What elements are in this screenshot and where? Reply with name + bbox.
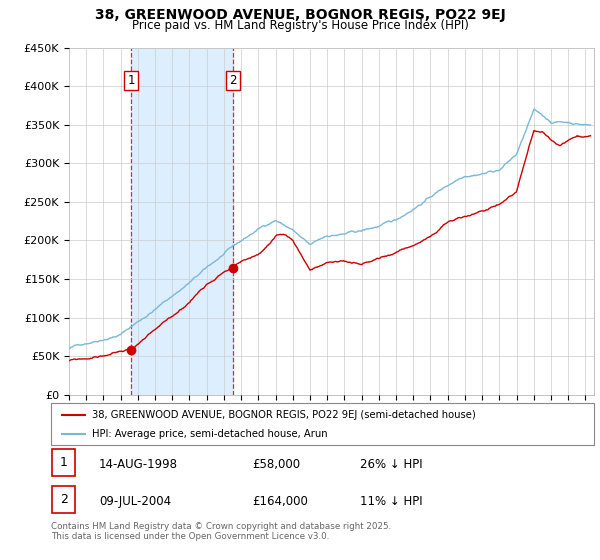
Text: 2: 2 bbox=[229, 74, 236, 87]
Text: HPI: Average price, semi-detached house, Arun: HPI: Average price, semi-detached house,… bbox=[92, 429, 328, 439]
Text: 26% ↓ HPI: 26% ↓ HPI bbox=[360, 459, 422, 472]
Text: Contains HM Land Registry data © Crown copyright and database right 2025.
This d: Contains HM Land Registry data © Crown c… bbox=[51, 522, 391, 542]
Text: 1: 1 bbox=[128, 74, 135, 87]
Text: £58,000: £58,000 bbox=[252, 459, 300, 472]
Text: 38, GREENWOOD AVENUE, BOGNOR REGIS, PO22 9EJ (semi-detached house): 38, GREENWOOD AVENUE, BOGNOR REGIS, PO22… bbox=[92, 409, 475, 419]
Text: 2: 2 bbox=[59, 493, 68, 506]
Bar bbox=[131, 48, 233, 395]
Text: 09-JUL-2004: 09-JUL-2004 bbox=[99, 496, 171, 508]
Text: 11% ↓ HPI: 11% ↓ HPI bbox=[360, 496, 422, 508]
Text: 38, GREENWOOD AVENUE, BOGNOR REGIS, PO22 9EJ: 38, GREENWOOD AVENUE, BOGNOR REGIS, PO22… bbox=[95, 8, 505, 22]
Text: 14-AUG-1998: 14-AUG-1998 bbox=[99, 459, 178, 472]
Text: 1: 1 bbox=[59, 456, 68, 469]
Text: £164,000: £164,000 bbox=[252, 496, 308, 508]
Text: Price paid vs. HM Land Registry's House Price Index (HPI): Price paid vs. HM Land Registry's House … bbox=[131, 19, 469, 32]
